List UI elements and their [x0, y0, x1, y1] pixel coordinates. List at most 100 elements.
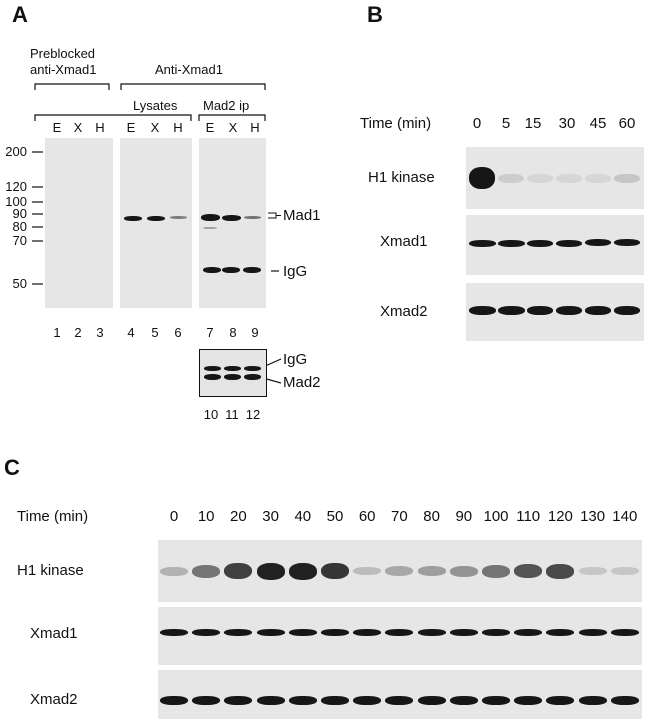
- panel-b-row-xmad2: Xmad2: [380, 303, 428, 320]
- panel-b-xmad2-band-15: [527, 306, 553, 315]
- lane-number-10: 10: [203, 407, 219, 422]
- bracket-preblocked: [34, 83, 110, 90]
- mw-marker-120: 120: [5, 179, 27, 194]
- lane-letter-4: E: [126, 120, 136, 135]
- panel-b-time-60: 60: [618, 115, 636, 132]
- panel-c-time-90: 90: [455, 508, 473, 525]
- panel-c-h1-band-20: [224, 563, 253, 579]
- panel-c-time-40: 40: [294, 508, 312, 525]
- panel-b-time-5: 5: [501, 115, 511, 132]
- panel-c-h1-band-130: [578, 567, 607, 575]
- lane-letter-9: H: [250, 120, 260, 135]
- panel-c-xmad1-band-110: [514, 628, 543, 636]
- lane-number-7: 7: [206, 325, 214, 340]
- band-igg2-lane12: [244, 366, 261, 371]
- group-anti-xmad1-label: Anti-Xmad1: [155, 62, 223, 77]
- mw-marker-100: 100: [5, 194, 27, 209]
- panel-c-h1-band-60: [353, 567, 382, 575]
- panel-c-time-130: 130: [580, 508, 606, 525]
- panel-c-xmad2-band-140: [610, 695, 639, 705]
- panel-c-time-110: 110: [516, 508, 541, 525]
- lane-letter-5: X: [150, 120, 160, 135]
- band-mad1-lane8: [222, 215, 241, 221]
- panel-c-letter: C: [4, 455, 20, 480]
- panel-c-h1-band-100: [482, 564, 510, 578]
- panel-c-xmad2-band-50: [321, 695, 349, 705]
- group-preblocked-label-2: anti-Xmad1: [30, 62, 97, 77]
- panel-c-time-label: Time (min): [17, 508, 89, 525]
- panel-c-time-100: 100: [483, 508, 509, 525]
- panel-c-h1-band-120: [546, 563, 575, 579]
- band-mad1-lane5: [147, 216, 165, 221]
- panel-c-h1-band-110: [514, 564, 543, 578]
- panel-b-xmad1-band-45: [585, 239, 611, 246]
- panel-c-xmad1-band-30: [256, 628, 285, 636]
- lane-number-6: 6: [174, 325, 182, 340]
- panel-c-blot-h1-kinase: [158, 540, 642, 602]
- lane-letter-3: H: [95, 120, 105, 135]
- panel-c-xmad1-band-100: [482, 628, 510, 636]
- mw-marker-50: 50: [12, 276, 27, 291]
- bracket-lysates: [34, 114, 192, 121]
- panel-b-h1-band-60: [614, 173, 640, 183]
- lane-letter-2: X: [73, 120, 83, 135]
- panel-c-time-140: 140: [612, 508, 638, 525]
- band-igg2-lane11: [224, 366, 241, 371]
- lane-number-2: 2: [74, 325, 82, 340]
- panel-b-xmad2-band-60: [614, 306, 640, 315]
- panel-c-xmad2-band-60: [353, 695, 382, 705]
- panel-c-xmad2-band-90: [449, 695, 478, 705]
- panel-b-xmad2-band-45: [585, 306, 611, 315]
- panel-b-h1-band-15: [527, 173, 553, 183]
- panel-c-xmad1-band-50: [321, 628, 349, 636]
- bracket-anti-xmad1: [120, 83, 266, 90]
- lane-number-1: 1: [53, 325, 61, 340]
- panel-b-xmad1-band-0: [469, 240, 496, 247]
- panel-b-blot-xmad2: [466, 283, 644, 341]
- panel-c-xmad1-band-20: [224, 628, 253, 636]
- panel-c-time-120: 120: [547, 508, 573, 525]
- panel-c-xmad2-band-80: [417, 695, 446, 705]
- panel-c-xmad1-band-0: [160, 628, 188, 636]
- panel-b-h1-band-45: [585, 173, 611, 183]
- lane-number-11: 11: [225, 407, 239, 422]
- panel-c-h1-band-70: [385, 566, 414, 576]
- group-lysates-label: Lysates: [133, 98, 178, 113]
- lane-letter-6: H: [173, 120, 183, 135]
- blot-mad2ip: [199, 138, 266, 308]
- mw-marker-90: 90: [12, 206, 27, 221]
- mw-marker-80: 80: [12, 219, 27, 234]
- panel-c-time-10: 10: [197, 508, 215, 525]
- panel-c-time-0: 0: [169, 508, 179, 525]
- band-mad2-lane11: [224, 374, 241, 380]
- band-mad1-lane7: [201, 214, 220, 221]
- panel-c-xmad1-band-130: [578, 628, 607, 636]
- panel-c-time-60: 60: [358, 508, 376, 525]
- panel-b-time-label: Time (min): [360, 115, 432, 132]
- panel-c-xmad2-band-20: [224, 695, 253, 705]
- band-igg2-lane10: [204, 366, 221, 371]
- band-mad1-lane4: [124, 216, 142, 221]
- band-igg-lane9: [243, 267, 261, 273]
- panel-b-row-h1-kinase: H1 kinase: [368, 169, 435, 186]
- panel-b-letter: B: [367, 2, 383, 27]
- panel-b-h1-band-5: [498, 173, 524, 183]
- lane-number-9: 9: [251, 325, 259, 340]
- panel-c-row-xmad2: Xmad2: [30, 691, 78, 708]
- panel-c-time-50: 50: [326, 508, 344, 525]
- panel-c-xmad1-band-90: [449, 628, 478, 636]
- band-mad1-lane6: [170, 216, 187, 219]
- group-mad2ip-label: Mad2 ip: [203, 98, 250, 113]
- panel-c-xmad2-band-70: [385, 695, 414, 705]
- blot-lysates: [120, 138, 192, 308]
- bracket-mad2ip: [198, 114, 266, 121]
- lane-letter-7: E: [205, 120, 215, 135]
- panel-c-xmad1-band-70: [385, 628, 414, 636]
- panel-b-h1-band-30: [556, 173, 582, 183]
- panel-c-xmad2-band-100: [482, 695, 510, 705]
- panel-c-h1-band-80: [417, 566, 446, 576]
- panel-b-row-xmad1: Xmad1: [380, 233, 428, 250]
- panel-b-time-15: 15: [524, 115, 542, 132]
- panel-b-xmad1-band-60: [614, 239, 640, 246]
- panel-b-xmad2-band-0: [469, 306, 496, 315]
